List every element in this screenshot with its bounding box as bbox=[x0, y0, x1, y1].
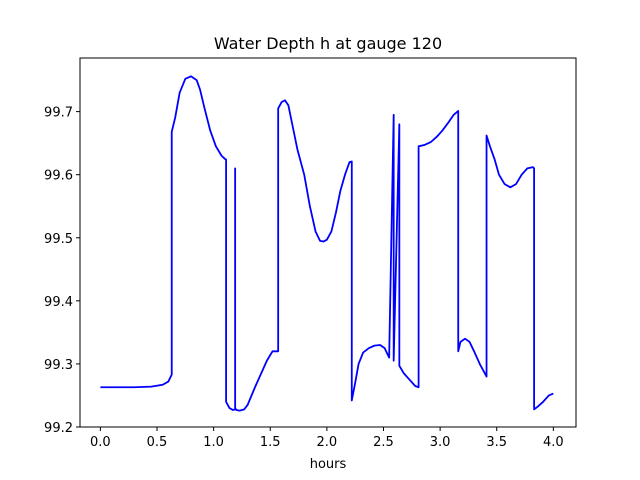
x-tick-label: 1.0 bbox=[203, 435, 224, 450]
x-tick-label: 4.0 bbox=[543, 435, 564, 450]
x-axis: 0.0 0.5 1.0 1.5 2.0 2.5 3.0 3.5 4.0 bbox=[90, 427, 564, 450]
x-tick-label: 2.0 bbox=[317, 435, 338, 450]
x-tick-label: 1.5 bbox=[260, 435, 281, 450]
chart-title: Water Depth h at gauge 120 bbox=[214, 34, 442, 53]
y-tick-label: 99.5 bbox=[44, 232, 73, 247]
x-tick-label: 3.5 bbox=[486, 435, 507, 450]
y-tick-label: 99.4 bbox=[44, 295, 73, 310]
plot-area bbox=[79, 57, 577, 428]
series-line bbox=[100, 75, 554, 412]
y-tick-label: 99.2 bbox=[44, 421, 73, 436]
x-tick-label: 2.5 bbox=[373, 435, 394, 450]
x-axis-label: hours bbox=[310, 457, 347, 472]
y-axis: 99.2 99.3 99.4 99.5 99.6 99.7 bbox=[44, 106, 80, 436]
x-tick-label: 0.5 bbox=[147, 435, 168, 450]
x-tick-label: 0.0 bbox=[90, 435, 111, 450]
y-tick-label: 99.7 bbox=[44, 106, 73, 121]
y-tick-label: 99.3 bbox=[44, 358, 73, 373]
y-tick-label: 99.6 bbox=[44, 169, 73, 184]
plot-frame bbox=[79, 57, 577, 428]
x-tick-label: 3.0 bbox=[430, 435, 451, 450]
